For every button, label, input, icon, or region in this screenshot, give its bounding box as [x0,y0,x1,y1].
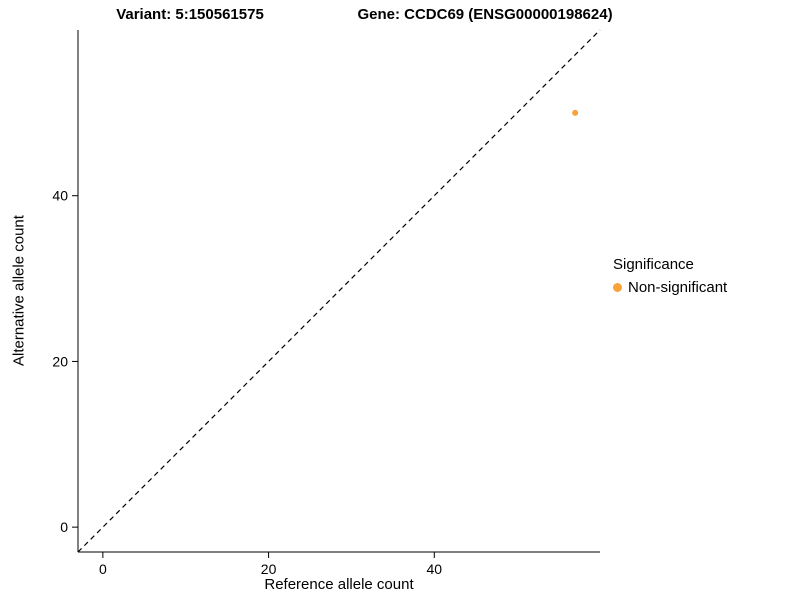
legend-entry-label: Non-significant [628,279,728,296]
x-axis-label: Reference allele count [264,576,414,593]
x-tick-label: 20 [261,561,277,577]
y-tick-label: 40 [52,188,68,204]
x-tick-label: 0 [99,561,107,577]
y-axis-label: Alternative allele count [10,215,28,367]
legend-title: Significance [613,256,694,273]
identity-line [77,29,601,553]
gene-title: Gene: CCDC69 (ENSG00000198624) [357,6,613,23]
legend-entries: Non-significant [613,279,727,296]
legend: Significance Non-significant [613,256,727,296]
x-tick-label: 40 [426,561,442,577]
y-tick-label: 20 [52,353,68,369]
legend-dot-icon [613,283,622,292]
y-tick-label: 0 [60,519,68,535]
legend-entry: Non-significant [613,279,727,296]
data-point [572,109,579,116]
variant-title: Variant: 5:150561575 [116,6,264,23]
